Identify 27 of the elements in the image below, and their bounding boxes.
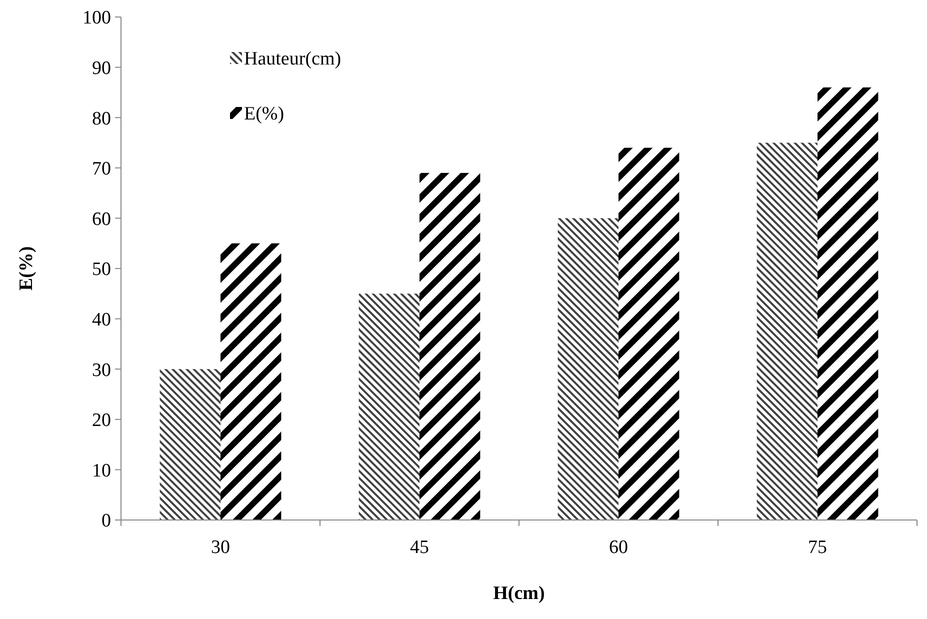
bar — [558, 218, 618, 520]
y-tick-label: 0 — [102, 510, 111, 532]
y-tick-label: 30 — [92, 360, 111, 381]
y-tick-label: 100 — [82, 8, 111, 29]
y-tick-label: 80 — [92, 108, 111, 130]
bar — [358, 294, 420, 520]
x-tick-label: 30 — [211, 537, 230, 558]
legend-label: E(%) — [244, 104, 284, 125]
bar — [618, 148, 680, 520]
bar — [160, 369, 220, 520]
y-tick-label: 70 — [92, 158, 111, 180]
x-tick-label: 60 — [609, 537, 628, 558]
legend-label: Hauteur(cm) — [244, 48, 342, 70]
bar — [818, 87, 878, 520]
x-axis-title: H(cm) — [493, 583, 545, 604]
y-axis-title: E(%) — [16, 246, 37, 291]
bar — [420, 172, 480, 520]
x-tick-label: 75 — [808, 537, 827, 558]
y-tick-label: 90 — [92, 58, 111, 79]
y-tick-label: 60 — [92, 208, 111, 230]
y-tick-label: 10 — [92, 460, 111, 482]
bar — [756, 142, 818, 520]
bar — [220, 243, 282, 520]
x-tick-label: 45 — [410, 537, 429, 558]
y-tick-label: 20 — [92, 410, 111, 432]
y-tick-label: 40 — [92, 309, 111, 330]
y-tick-label: 50 — [92, 259, 111, 280]
